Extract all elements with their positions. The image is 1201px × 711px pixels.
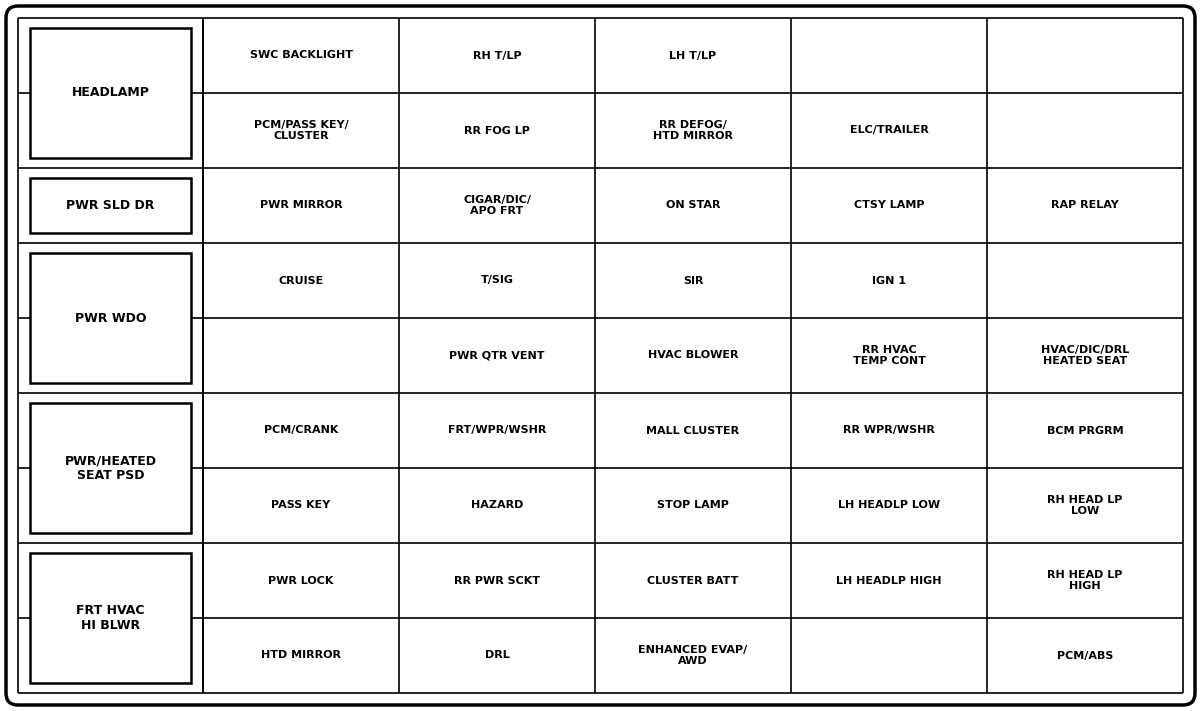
Text: ON STAR: ON STAR: [665, 201, 721, 210]
Text: HEADLAMP: HEADLAMP: [72, 87, 149, 100]
Text: LH HEADLP LOW: LH HEADLP LOW: [838, 501, 940, 510]
Text: IGN 1: IGN 1: [872, 275, 906, 286]
Text: CRUISE: CRUISE: [279, 275, 323, 286]
Text: RH T/LP: RH T/LP: [473, 50, 521, 60]
Text: PWR/HEATED
SEAT PSD: PWR/HEATED SEAT PSD: [65, 454, 156, 482]
Text: RH HEAD LP
LOW: RH HEAD LP LOW: [1047, 495, 1123, 516]
Text: PASS KEY: PASS KEY: [271, 501, 330, 510]
Bar: [30, 403, 191, 533]
Bar: [30, 553, 191, 683]
Text: LH T/LP: LH T/LP: [669, 50, 717, 60]
Text: CIGAR/DIC/
APO FRT: CIGAR/DIC/ APO FRT: [464, 195, 531, 216]
Text: HAZARD: HAZARD: [471, 501, 524, 510]
Text: RR HVAC
TEMP CONT: RR HVAC TEMP CONT: [853, 345, 926, 366]
Text: FRT HVAC
HI BLWR: FRT HVAC HI BLWR: [76, 604, 145, 632]
Text: HVAC/DIC/DRL
HEATED SEAT: HVAC/DIC/DRL HEATED SEAT: [1041, 345, 1129, 366]
FancyBboxPatch shape: [6, 6, 1195, 705]
Text: SIR: SIR: [682, 275, 704, 286]
Text: ELC/TRAILER: ELC/TRAILER: [849, 126, 928, 136]
Text: PWR MIRROR: PWR MIRROR: [259, 201, 342, 210]
Text: RH HEAD LP
HIGH: RH HEAD LP HIGH: [1047, 570, 1123, 592]
Text: PWR LOCK: PWR LOCK: [268, 575, 334, 585]
Text: FRT/WPR/WSHR: FRT/WPR/WSHR: [448, 425, 546, 436]
Bar: [30, 253, 191, 383]
Text: MALL CLUSTER: MALL CLUSTER: [646, 425, 740, 436]
Text: RR FOG LP: RR FOG LP: [464, 126, 530, 136]
Text: SWC BACKLIGHT: SWC BACKLIGHT: [250, 50, 353, 60]
Text: PWR SLD DR: PWR SLD DR: [66, 199, 155, 212]
Bar: [30, 28, 191, 158]
Text: PCM/CRANK: PCM/CRANK: [264, 425, 339, 436]
Text: CLUSTER BATT: CLUSTER BATT: [647, 575, 739, 585]
Text: RAP RELAY: RAP RELAY: [1051, 201, 1119, 210]
Text: BCM PRGRM: BCM PRGRM: [1047, 425, 1123, 436]
Text: RR DEFOG/
HTD MIRROR: RR DEFOG/ HTD MIRROR: [653, 119, 733, 141]
Text: PWR WDO: PWR WDO: [74, 311, 147, 324]
Text: T/SIG: T/SIG: [480, 275, 514, 286]
Text: RR PWR SCKT: RR PWR SCKT: [454, 575, 540, 585]
Text: PCM/ABS: PCM/ABS: [1057, 651, 1113, 661]
Text: LH HEADLP HIGH: LH HEADLP HIGH: [836, 575, 942, 585]
Text: HTD MIRROR: HTD MIRROR: [261, 651, 341, 661]
Text: CTSY LAMP: CTSY LAMP: [854, 201, 925, 210]
Text: PCM/PASS KEY/
CLUSTER: PCM/PASS KEY/ CLUSTER: [253, 119, 348, 141]
Bar: [30, 178, 191, 233]
Text: HVAC BLOWER: HVAC BLOWER: [647, 351, 739, 360]
Text: STOP LAMP: STOP LAMP: [657, 501, 729, 510]
Text: DRL: DRL: [485, 651, 509, 661]
Text: PWR QTR VENT: PWR QTR VENT: [449, 351, 545, 360]
Text: ENHANCED EVAP/
AWD: ENHANCED EVAP/ AWD: [639, 645, 748, 666]
Text: RR WPR/WSHR: RR WPR/WSHR: [843, 425, 934, 436]
